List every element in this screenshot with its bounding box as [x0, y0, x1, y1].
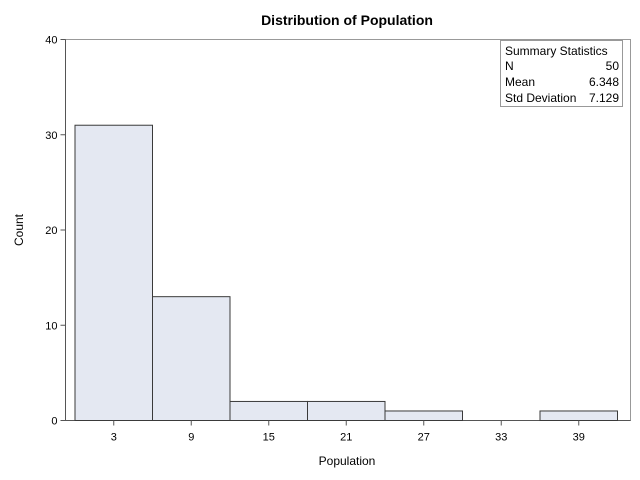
x-tick-label: 21 — [340, 432, 352, 444]
summary-statistics-box — [500, 40, 623, 107]
histogram-bar-9 — [152, 296, 231, 421]
stats-row-value-std-deviation: 7.129 — [589, 91, 619, 105]
y-axis-ticks: 0 10 20 30 40 — [45, 35, 66, 428]
histogram-bar-3 — [74, 124, 153, 421]
bar-group — [74, 124, 618, 422]
y-tick-label: 40 — [45, 35, 57, 47]
x-tick-label: 33 — [495, 432, 507, 444]
summary-statistics-title: Summary Statistics — [505, 44, 608, 58]
histogram-bar-27 — [384, 410, 463, 422]
x-tick-label: 15 — [263, 432, 275, 444]
x-tick-label: 27 — [418, 432, 430, 444]
stats-row-label-mean: Mean — [505, 75, 535, 89]
stats-row-value-n: 50 — [606, 59, 620, 73]
stats-row-label-std-deviation: Std Deviation — [505, 91, 576, 105]
x-tick-label: 9 — [188, 432, 194, 444]
x-tick-label: 39 — [573, 432, 585, 444]
histogram-bar-39 — [539, 410, 618, 422]
chart-title: Distribution of Population — [261, 12, 433, 28]
histogram-bar-15 — [229, 400, 308, 422]
y-tick-label: 10 — [45, 320, 57, 332]
y-tick-label: 20 — [45, 225, 57, 237]
histogram-bar-21 — [307, 400, 386, 422]
y-tick-label: 30 — [45, 130, 57, 142]
summary-statistics-inset: Summary Statistics N 50 Mean 6.348 Std D… — [500, 40, 623, 107]
y-tick-label: 0 — [51, 416, 57, 428]
stats-row-label-n: N — [505, 59, 514, 73]
x-axis-ticks: 3 9 15 21 27 33 39 — [111, 420, 585, 444]
x-tick-label: 3 — [111, 432, 117, 444]
y-axis-label: Count — [12, 213, 26, 246]
x-axis-label: Population — [319, 454, 376, 468]
stats-row-value-mean: 6.348 — [589, 75, 619, 89]
